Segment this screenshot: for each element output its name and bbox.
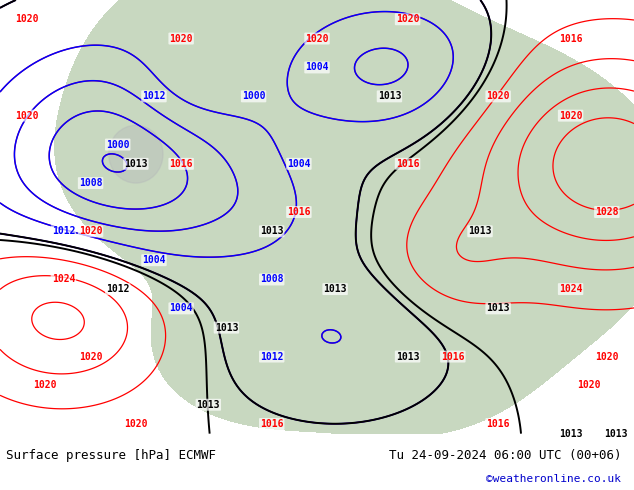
Text: 1016: 1016 <box>559 33 583 44</box>
Text: Tu 24-09-2024 06:00 UTC (00+06): Tu 24-09-2024 06:00 UTC (00+06) <box>389 449 621 463</box>
Text: 1024: 1024 <box>51 274 75 285</box>
Text: 1020: 1020 <box>124 419 148 429</box>
Text: 1013: 1013 <box>378 91 401 101</box>
Text: 1016: 1016 <box>396 159 419 169</box>
Circle shape <box>108 125 163 183</box>
Text: 1004: 1004 <box>305 62 329 73</box>
Text: 1013: 1013 <box>486 303 510 314</box>
Text: 1013: 1013 <box>197 400 220 410</box>
Text: 1012: 1012 <box>51 226 75 236</box>
Text: 1020: 1020 <box>15 14 39 24</box>
Text: 1024: 1024 <box>559 284 583 294</box>
Text: 1008: 1008 <box>260 274 283 285</box>
Text: 1020: 1020 <box>486 91 510 101</box>
Text: 1000: 1000 <box>106 140 129 149</box>
Text: 1016: 1016 <box>486 419 510 429</box>
Text: 1013: 1013 <box>260 226 283 236</box>
Text: 1004: 1004 <box>287 159 311 169</box>
Text: 1008: 1008 <box>79 178 102 188</box>
Text: 1020: 1020 <box>15 111 39 121</box>
Text: 1020: 1020 <box>79 226 102 236</box>
Text: 1013: 1013 <box>215 322 238 333</box>
Text: 1020: 1020 <box>559 111 583 121</box>
Text: 1028: 1028 <box>595 207 619 217</box>
Text: 1013: 1013 <box>469 226 492 236</box>
Text: 1016: 1016 <box>260 419 283 429</box>
Text: Surface pressure [hPa] ECMWF: Surface pressure [hPa] ECMWF <box>6 449 216 463</box>
Text: 1012: 1012 <box>260 351 283 362</box>
Text: 1020: 1020 <box>79 351 102 362</box>
Text: 1013: 1013 <box>396 351 419 362</box>
Text: 1013: 1013 <box>323 284 347 294</box>
Text: 1012: 1012 <box>106 284 129 294</box>
Text: 1013: 1013 <box>124 159 148 169</box>
Text: 1020: 1020 <box>595 351 619 362</box>
Text: 1020: 1020 <box>169 33 193 44</box>
Text: 1020: 1020 <box>305 33 329 44</box>
Text: 1020: 1020 <box>396 14 419 24</box>
Text: 1004: 1004 <box>142 255 165 265</box>
Text: ©weatheronline.co.uk: ©weatheronline.co.uk <box>486 474 621 484</box>
Text: 1000: 1000 <box>242 91 266 101</box>
Text: 1020: 1020 <box>577 380 600 391</box>
Text: 1013: 1013 <box>604 429 628 439</box>
Text: 1012: 1012 <box>142 91 165 101</box>
Text: 1004: 1004 <box>169 303 193 314</box>
Text: 1016: 1016 <box>169 159 193 169</box>
Text: 1020: 1020 <box>34 380 57 391</box>
Text: 1013: 1013 <box>559 429 583 439</box>
Text: 1016: 1016 <box>287 207 311 217</box>
Text: 1016: 1016 <box>441 351 465 362</box>
